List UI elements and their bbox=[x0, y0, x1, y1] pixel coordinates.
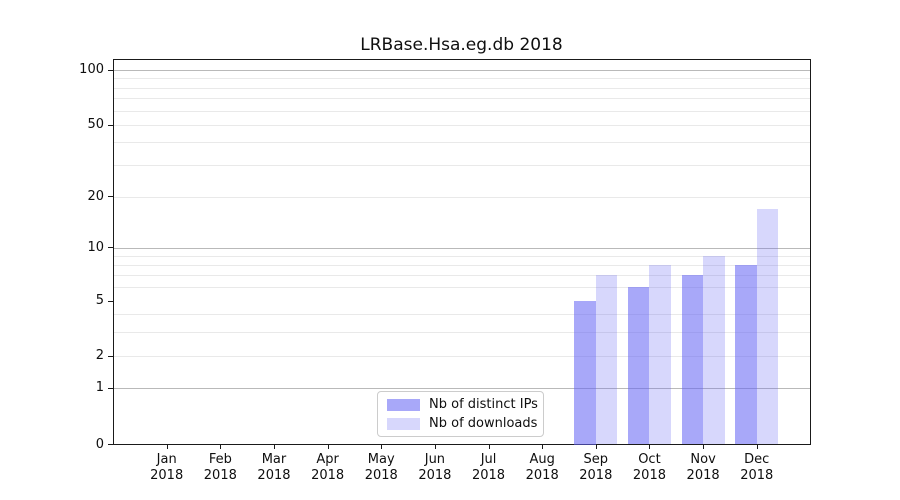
y-axis-tick bbox=[108, 444, 113, 445]
legend-label-downloads: Nb of downloads bbox=[429, 416, 538, 431]
x-axis-tick bbox=[649, 445, 651, 449]
x-tick-label: Nov 2018 bbox=[686, 452, 720, 483]
x-axis-tick bbox=[220, 445, 222, 449]
bar-distinct-ips bbox=[574, 301, 596, 445]
x-axis-tick bbox=[488, 445, 490, 449]
bar-downloads bbox=[756, 208, 779, 445]
x-axis-tick bbox=[434, 445, 436, 449]
plot-area bbox=[113, 59, 811, 445]
gridline bbox=[114, 87, 810, 89]
y-axis-tick bbox=[108, 355, 113, 357]
legend-swatch-distinct-ips bbox=[387, 398, 420, 411]
gridline bbox=[114, 356, 810, 357]
legend-swatch-downloads bbox=[387, 417, 420, 430]
y-axis-tick bbox=[108, 387, 113, 389]
gridline bbox=[114, 164, 810, 166]
gridline bbox=[114, 125, 810, 126]
x-tick-label: Jan 2018 bbox=[150, 452, 184, 483]
x-tick-label: May 2018 bbox=[364, 452, 398, 483]
y-axis-tick bbox=[108, 300, 113, 302]
legend-row-downloads: Nb of downloads bbox=[387, 416, 538, 431]
x-tick-label: Oct 2018 bbox=[632, 452, 666, 483]
x-axis-tick bbox=[703, 445, 705, 449]
gridline bbox=[114, 78, 810, 80]
y-tick-label: 20 bbox=[87, 188, 104, 204]
y-tick-label: 10 bbox=[87, 239, 104, 255]
gridline bbox=[114, 70, 810, 71]
gridline bbox=[114, 98, 810, 100]
legend: Nb of distinct IPs Nb of downloads bbox=[377, 391, 544, 437]
y-axis-tick bbox=[108, 69, 113, 71]
bar-downloads bbox=[649, 264, 671, 445]
y-tick-label: 2 bbox=[95, 348, 104, 363]
x-axis-tick bbox=[595, 445, 597, 449]
gridline bbox=[114, 264, 810, 266]
y-axis-tick bbox=[108, 124, 113, 126]
bar-downloads bbox=[703, 255, 725, 445]
gridline bbox=[114, 275, 810, 277]
y-tick-label: 5 bbox=[95, 293, 104, 308]
gridline bbox=[114, 142, 810, 144]
bar-distinct-ips bbox=[627, 286, 650, 445]
x-tick-label: Feb 2018 bbox=[203, 452, 237, 483]
x-tick-label: Jun 2018 bbox=[418, 452, 452, 483]
gridline bbox=[114, 255, 810, 257]
x-axis-tick bbox=[166, 445, 168, 449]
y-axis-tick bbox=[108, 247, 113, 249]
gridline bbox=[114, 388, 810, 390]
y-tick-label: 0 bbox=[95, 436, 104, 452]
x-tick-label: Mar 2018 bbox=[257, 452, 291, 483]
gridline bbox=[114, 247, 810, 249]
gridline bbox=[114, 286, 810, 288]
x-axis-tick bbox=[327, 445, 329, 449]
y-axis-tick bbox=[108, 196, 113, 198]
bar-distinct-ips bbox=[681, 275, 704, 445]
gridline bbox=[114, 110, 810, 112]
x-tick-label: Sep 2018 bbox=[579, 452, 613, 483]
gridline bbox=[114, 331, 810, 333]
x-tick-label: Dec 2018 bbox=[740, 452, 774, 483]
x-axis-tick bbox=[542, 445, 544, 449]
bar-downloads bbox=[595, 275, 618, 445]
x-axis-tick bbox=[381, 445, 383, 449]
y-tick-label: 50 bbox=[87, 117, 104, 132]
x-tick-label: Jul 2018 bbox=[471, 452, 506, 483]
y-tick-label: 100 bbox=[79, 62, 104, 77]
legend-label-distinct-ips: Nb of distinct IPs bbox=[429, 397, 538, 412]
x-tick-label: Aug 2018 bbox=[525, 452, 559, 483]
y-tick-label: 1 bbox=[95, 380, 104, 396]
gridline bbox=[114, 314, 810, 316]
chart-title: LRBase.Hsa.eg.db 2018 bbox=[360, 35, 563, 55]
x-tick-label: Apr 2018 bbox=[311, 452, 345, 483]
legend-row-distinct-ips: Nb of distinct IPs bbox=[387, 397, 538, 412]
bar-distinct-ips bbox=[735, 264, 757, 445]
x-axis-tick bbox=[273, 445, 275, 449]
x-axis-tick bbox=[756, 445, 758, 449]
gridline bbox=[114, 196, 810, 198]
